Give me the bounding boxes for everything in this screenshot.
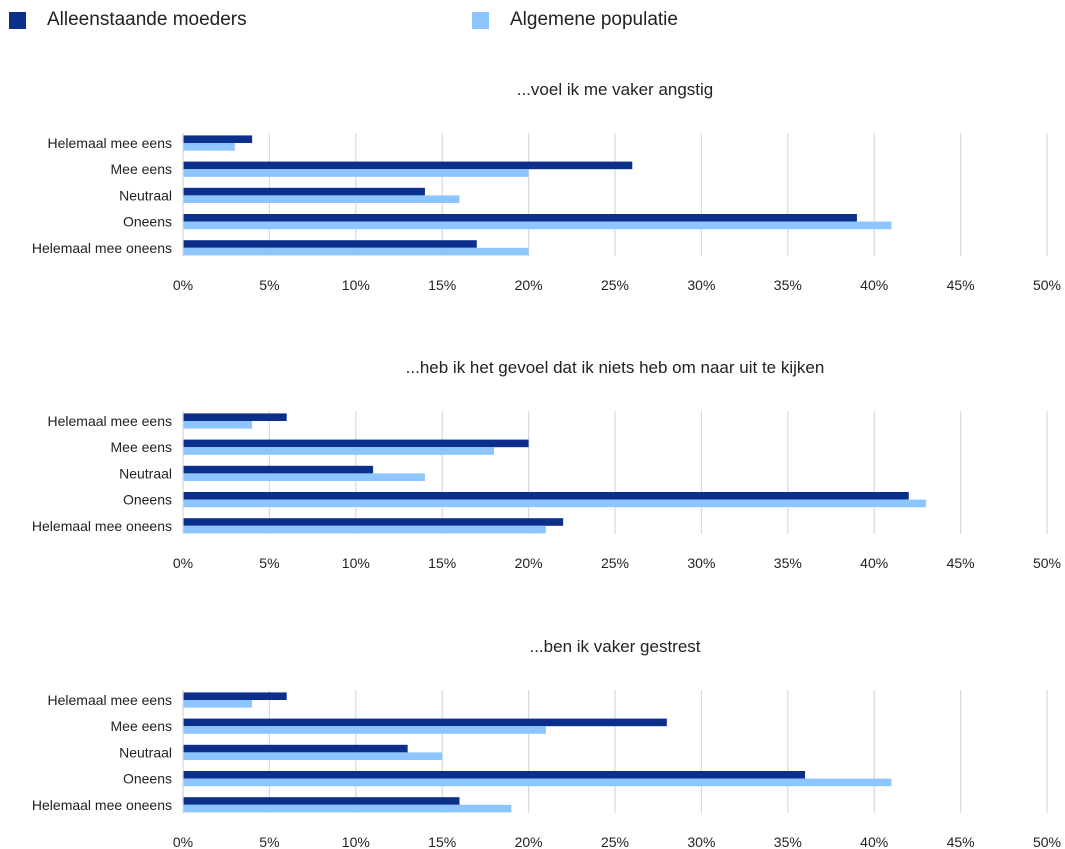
chart-2-bar-series-2 (183, 473, 425, 481)
chart-1-bar-series-1 (183, 161, 633, 170)
chart-3-bar-series-2 (183, 778, 892, 787)
chart-3-category-label: Neutraal (119, 744, 172, 760)
chart-2-bar-series-2 (183, 525, 546, 534)
chart-2-bar-series-2 (183, 421, 253, 429)
chart-2-category-label: Neutraal (119, 465, 172, 481)
chart-1-bar-series-1 (183, 214, 857, 222)
chart-1-title: ...voel ik me vaker angstig (517, 80, 714, 99)
chart-3-tick-label: 10% (342, 834, 370, 849)
chart-1-category-label: Helemaal mee eens (47, 135, 172, 151)
chart-1-bar-series-1 (183, 187, 425, 196)
chart-2-tick-label: 5% (259, 555, 279, 571)
chart-3-category-label: Helemaal mee oneens (32, 797, 172, 813)
chart-1-tick-label: 25% (601, 277, 629, 293)
chart-2-category-label: Helemaal mee oneens (32, 518, 172, 534)
chart-3-category-label: Helemaal mee eens (47, 692, 172, 708)
chart-1-tick-label: 5% (259, 277, 279, 293)
chart-1-category-label: Helemaal mee oneens (32, 240, 172, 256)
legend-label-series-2: Algemene populatie (510, 9, 678, 30)
chart-1-category-label: Oneens (123, 214, 172, 230)
chart-2-tick-label: 50% (1033, 555, 1061, 571)
chart-1-bar-series-2 (183, 169, 529, 177)
chart-1-bar-series-2 (183, 221, 892, 230)
chart-2-tick-label: 0% (173, 555, 193, 571)
chart-3-tick-label: 15% (428, 834, 456, 849)
chart-1-bar-series-1 (183, 240, 477, 248)
chart-1-tick-label: 20% (515, 277, 543, 293)
legend-item-series-2: Algemene populatie (472, 9, 678, 31)
chart-2-bar-series-2 (183, 447, 495, 455)
chart-3-bar-series-2 (183, 700, 253, 708)
chart-3-bar-series-1 (183, 771, 806, 779)
legend-label-series-1: Alleenstaande moeders (47, 9, 247, 30)
chart-3-bar-series-1 (183, 797, 460, 805)
chart-1-tick-label: 15% (428, 277, 456, 293)
chart-3-category-label: Oneens (123, 771, 172, 787)
chart-2-title: ...heb ik het gevoel dat ik niets heb om… (406, 358, 825, 377)
chart-3-bar-series-1 (183, 692, 287, 700)
chart-1-tick-label: 40% (860, 277, 888, 293)
chart-3-bar-series-1 (183, 718, 667, 727)
chart-3-bar-series-1 (183, 744, 408, 753)
chart-1-category-label: Mee eens (111, 161, 172, 177)
chart-legend: Alleenstaande moeders Algemene populatie (0, 0, 1065, 40)
chart-3-tick-label: 0% (173, 834, 193, 849)
legend-swatch-series-2 (472, 11, 489, 29)
chart-2-tick-label: 15% (428, 555, 456, 571)
chart-1-bar-series-2 (183, 143, 235, 151)
chart-1-tick-label: 35% (774, 277, 802, 293)
chart-2-tick-label: 10% (342, 555, 370, 571)
legend-swatch-series-1 (9, 11, 26, 29)
chart-2-tick-label: 35% (774, 555, 802, 571)
chart-2-bar-series-1 (183, 465, 374, 474)
chart-1-tick-label: 10% (342, 277, 370, 293)
chart-2-bar-series-1 (183, 492, 909, 500)
chart-2-bar-series-1 (183, 518, 564, 526)
chart-2-category-label: Oneens (123, 492, 172, 508)
chart-3-tick-label: 35% (774, 834, 802, 849)
chart-1-bar-series-1 (183, 135, 253, 143)
chart-1-tick-label: 0% (173, 277, 193, 293)
chart-3-tick-label: 25% (601, 834, 629, 849)
chart-2-bar-series-1 (183, 413, 287, 421)
chart-1-tick-label: 45% (947, 277, 975, 293)
chart-1-category-label: Neutraal (119, 187, 172, 203)
chart-3-bar-series-2 (183, 752, 443, 760)
chart-3-tick-label: 20% (515, 834, 543, 849)
chart-2-category-label: Mee eens (111, 439, 172, 455)
chart-2-bar-series-2 (183, 499, 927, 508)
chart-2-tick-label: 25% (601, 555, 629, 571)
chart-3-tick-label: 45% (947, 834, 975, 849)
chart-3-bar-series-2 (183, 726, 546, 734)
chart-2-category-label: Helemaal mee eens (47, 413, 172, 429)
chart-2-tick-label: 30% (687, 555, 715, 571)
chart-2-tick-label: 20% (515, 555, 543, 571)
chart-1-tick-label: 50% (1033, 277, 1061, 293)
chart-3-bar-series-2 (183, 804, 512, 813)
legend-item-series-1: Alleenstaande moeders (9, 9, 247, 31)
chart-1-bar-series-2 (183, 195, 460, 203)
chart-2-bar-series-1 (183, 439, 529, 448)
chart-3-title: ...ben ik vaker gestrest (529, 637, 700, 656)
chart-3-category-label: Mee eens (111, 718, 172, 734)
chart-3-tick-label: 40% (860, 834, 888, 849)
chart-3-tick-label: 30% (687, 834, 715, 849)
chart-1-bar-series-2 (183, 247, 529, 256)
chart-3-tick-label: 50% (1033, 834, 1061, 849)
chart-3-tick-label: 5% (259, 834, 279, 849)
chart-2-tick-label: 40% (860, 555, 888, 571)
chart-1-tick-label: 30% (687, 277, 715, 293)
chart-2-tick-label: 45% (947, 555, 975, 571)
